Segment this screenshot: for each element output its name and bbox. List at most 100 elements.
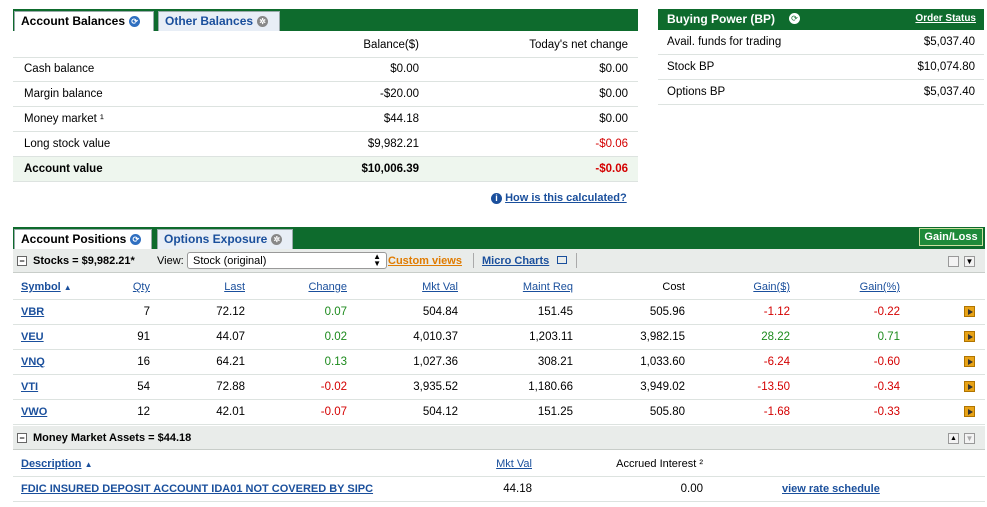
dropdown-icon[interactable]: ▼ — [964, 256, 975, 267]
money-market-description-link[interactable]: FDIC INSURED DEPOSIT ACCOUNT IDA01 NOT C… — [21, 483, 374, 495]
cost-cell: 3,949.02 — [640, 381, 685, 393]
buying-power-row: Stock BP $10,074.80 — [658, 55, 984, 80]
gain-loss-label: Gain/Loss — [924, 231, 978, 243]
custom-views-link[interactable]: Custom views — [388, 255, 462, 267]
change-cell: 0.13 — [324, 356, 347, 368]
how-calculated-link[interactable]: i How is this calculated? — [491, 192, 627, 204]
balances-header-row: Balance($) Today's net change — [13, 33, 638, 58]
symbol-link[interactable]: VBR — [21, 306, 45, 318]
move-up-icon[interactable]: ▲ — [948, 433, 959, 444]
maint-req-cell: 151.45 — [537, 306, 573, 318]
gain-pct-header[interactable]: Gain(%) — [859, 281, 900, 293]
gain-usd-cell: 28.22 — [761, 331, 790, 343]
chart-window-icon[interactable] — [557, 256, 567, 264]
last-header[interactable]: Last — [224, 281, 245, 293]
account-value-change: -$0.06 — [595, 163, 628, 175]
symbol-link[interactable]: VTI — [21, 381, 39, 393]
mkt-val-cell: 504.84 — [422, 306, 458, 318]
tab-label: Account Positions — [21, 232, 127, 246]
cost-header: Cost — [662, 281, 685, 293]
expand-arrow-icon[interactable] — [964, 406, 975, 417]
maint-req-cell: 1,203.11 — [529, 331, 573, 343]
balance-row: Margin balance -$20.00 $0.00 — [13, 82, 638, 107]
gain-usd-header[interactable]: Gain($) — [753, 281, 790, 293]
view-select[interactable]: Stock (original) ▲ ▼ — [187, 252, 387, 269]
view-select-value: Stock (original) — [193, 255, 267, 267]
tab-label: Other Balances — [165, 14, 254, 28]
mkt-val-cell: 504.12 — [422, 406, 458, 418]
refresh-icon[interactable]: ⟳ — [129, 16, 141, 28]
mkt-val-header[interactable]: Mkt Val — [422, 281, 458, 293]
gain-pct-cell: -0.22 — [873, 306, 900, 318]
table-row: VBR 7 72.12 0.07 504.84 151.45 505.96 -1… — [13, 300, 985, 325]
tab-account-positions[interactable]: Account Positions ⟳ — [14, 229, 152, 249]
expand-arrow-icon[interactable] — [964, 331, 975, 342]
balance-row: Long stock value $9,982.21 -$0.06 — [13, 132, 638, 157]
gain-loss-button[interactable]: Gain/Loss — [919, 228, 983, 246]
symbol-header[interactable]: Symbol ▲ — [21, 281, 72, 293]
qty-cell: 91 — [137, 331, 150, 343]
buying-power-header: Buying Power (BP) ⟳ Order Status — [658, 9, 984, 30]
gain-pct-cell: -0.34 — [873, 381, 900, 393]
change-header[interactable]: Change — [308, 281, 347, 293]
mm-mkt-val-header[interactable]: Mkt Val — [496, 458, 532, 470]
description-header[interactable]: Description ▲ — [21, 458, 93, 470]
last-cell: 72.88 — [216, 381, 245, 393]
gain-pct-cell: 0.71 — [877, 331, 900, 343]
maint-req-cell: 308.21 — [537, 356, 573, 368]
cost-cell: 3,982.15 — [640, 331, 685, 343]
last-cell: 64.21 — [216, 356, 245, 368]
sort-asc-icon: ▲ — [84, 460, 93, 469]
expand-arrow-icon[interactable] — [964, 356, 975, 367]
stocks-header-row: Symbol ▲ Qty Last Change Mkt Val Maint R… — [13, 275, 985, 300]
buying-power-row: Options BP $5,037.40 — [658, 80, 984, 105]
settings-icon[interactable]: ✲ — [257, 16, 269, 28]
settings-icon[interactable]: ✲ — [271, 234, 283, 246]
maint-req-cell: 151.25 — [537, 406, 573, 418]
balance-change: $0.00 — [599, 88, 628, 100]
collapse-icon[interactable]: − — [17, 256, 27, 266]
qty-header[interactable]: Qty — [132, 281, 150, 293]
sort-asc-icon: ▲ — [63, 283, 72, 292]
micro-charts-link[interactable]: Micro Charts — [482, 255, 550, 267]
stocks-section-header: − Stocks = $9,982.21* View: Stock (origi… — [13, 249, 985, 273]
tab-options-exposure[interactable]: Options Exposure ✲ — [157, 229, 293, 249]
order-status-link[interactable]: Order Status — [915, 13, 976, 24]
expand-arrow-icon[interactable] — [964, 381, 975, 392]
gain-usd-cell: -6.24 — [763, 356, 790, 368]
change-column-header: Today's net change — [529, 39, 628, 51]
refresh-icon[interactable]: ⟳ — [789, 13, 800, 24]
move-up-icon[interactable] — [948, 256, 959, 267]
change-cell: -0.02 — [320, 381, 347, 393]
how-calculated-text[interactable]: How is this calculated? — [505, 192, 627, 204]
gain-usd-cell: -1.12 — [763, 306, 790, 318]
mkt-val-cell: 3,935.52 — [413, 381, 458, 393]
tab-account-balances[interactable]: Account Balances ⟳ — [14, 11, 154, 31]
maint-req-cell: 1,180.66 — [528, 381, 573, 393]
expand-arrow-icon[interactable] — [964, 306, 975, 317]
symbol-link[interactable]: VEU — [21, 331, 44, 343]
symbol-link[interactable]: VWO — [21, 406, 48, 418]
buying-power-value: $5,037.40 — [923, 86, 975, 98]
symbol-link[interactable]: VNQ — [21, 356, 45, 368]
divider — [576, 253, 577, 268]
buying-power-value: $10,074.80 — [917, 61, 975, 73]
refresh-icon[interactable]: ⟳ — [130, 234, 142, 246]
balance-value: $44.18 — [383, 113, 419, 125]
balance-value: $9,982.21 — [367, 138, 419, 150]
collapse-icon[interactable]: − — [17, 433, 27, 443]
balance-row: Money market ¹ $44.18 $0.00 — [13, 107, 638, 132]
buying-power-label: Options BP — [667, 86, 726, 98]
gain-usd-cell: -13.50 — [757, 381, 790, 393]
dropdown-icon[interactable]: ▼ — [964, 433, 975, 444]
balance-column-header: Balance($) — [363, 39, 419, 51]
balance-row: Cash balance $0.00 $0.00 — [13, 57, 638, 82]
tab-other-balances[interactable]: Other Balances ✲ — [158, 11, 280, 31]
money-market-row: FDIC INSURED DEPOSIT ACCOUNT IDA01 NOT C… — [13, 477, 985, 502]
account-value-label: Account value — [24, 163, 103, 175]
mm-mkt-val: 44.18 — [503, 483, 532, 495]
balance-change: -$0.06 — [595, 138, 628, 150]
view-rate-schedule-link[interactable]: view rate schedule — [782, 483, 880, 495]
balance-change: $0.00 — [599, 113, 628, 125]
maint-req-header[interactable]: Maint Req — [522, 281, 573, 293]
